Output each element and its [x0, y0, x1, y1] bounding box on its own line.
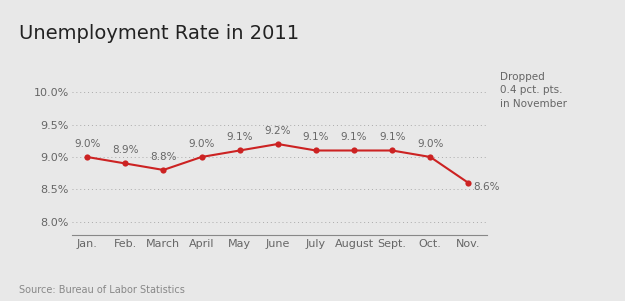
- Text: 8.6%: 8.6%: [473, 182, 499, 192]
- Text: 9.1%: 9.1%: [379, 132, 406, 142]
- Point: [349, 148, 359, 153]
- Point: [387, 148, 397, 153]
- Text: 8.8%: 8.8%: [150, 151, 177, 162]
- Text: 9.1%: 9.1%: [226, 132, 253, 142]
- Point: [234, 148, 244, 153]
- Point: [311, 148, 321, 153]
- Point: [272, 141, 282, 146]
- Point: [120, 161, 130, 166]
- Point: [425, 155, 435, 160]
- Text: 9.0%: 9.0%: [188, 138, 215, 149]
- Text: Source: Bureau of Labor Statistics: Source: Bureau of Labor Statistics: [19, 285, 184, 295]
- Text: 9.1%: 9.1%: [341, 132, 367, 142]
- Point: [82, 155, 92, 160]
- Text: 9.0%: 9.0%: [417, 138, 444, 149]
- Text: 9.1%: 9.1%: [302, 132, 329, 142]
- Text: 8.9%: 8.9%: [112, 145, 139, 155]
- Point: [463, 181, 473, 185]
- Text: Unemployment Rate in 2011: Unemployment Rate in 2011: [19, 24, 299, 43]
- Text: 9.2%: 9.2%: [264, 126, 291, 135]
- Point: [158, 168, 168, 172]
- Point: [196, 155, 206, 160]
- Text: 9.0%: 9.0%: [74, 138, 101, 149]
- Text: Dropped
0.4 pct. pts.
in November: Dropped 0.4 pct. pts. in November: [500, 72, 567, 109]
